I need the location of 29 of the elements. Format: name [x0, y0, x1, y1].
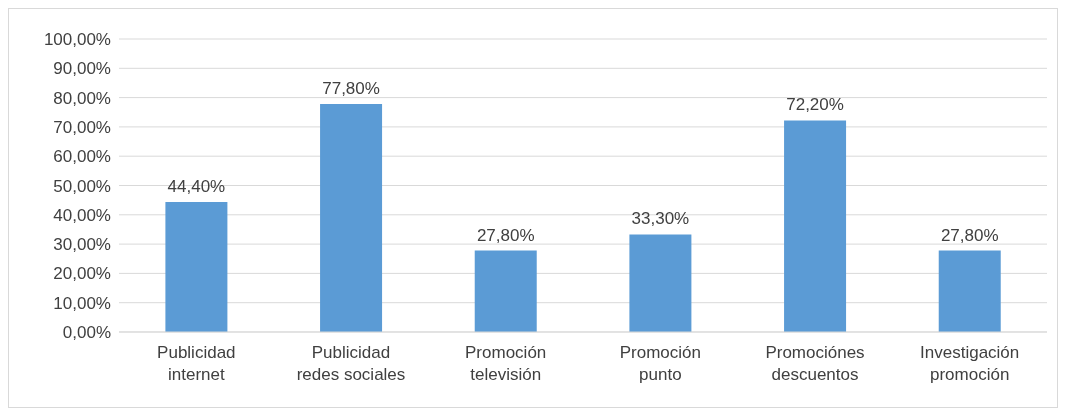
x-tick-label: Promoción punto: [619, 343, 701, 384]
data-label: 72,20%: [786, 95, 844, 115]
y-tick-label: 0,00%: [62, 323, 111, 343]
y-tick-label: 90,00%: [53, 59, 111, 79]
bar: [474, 250, 537, 332]
x-tick-label: Promociónes descuentos: [765, 343, 865, 384]
x-tick-label: Publicidad internet: [157, 343, 236, 384]
data-label: 27,80%: [476, 225, 535, 245]
bar: [629, 234, 692, 332]
data-label: 44,40%: [167, 176, 226, 196]
data-label: 77,80%: [322, 79, 380, 99]
x-tick-label: Investigación promoción: [920, 343, 1020, 384]
y-tick-label: 20,00%: [53, 264, 111, 284]
y-tick-label: 80,00%: [53, 88, 111, 108]
y-tick-label: 100,00%: [43, 30, 111, 50]
y-tick-label: 50,00%: [53, 176, 111, 196]
x-tick-label: Publicidad redes sociales: [296, 343, 406, 384]
y-tick-label: 70,00%: [53, 117, 111, 137]
data-label: 33,30%: [631, 209, 690, 229]
data-label: 27,80%: [940, 225, 999, 245]
y-tick-label: 60,00%: [53, 147, 111, 167]
bar: [320, 104, 383, 332]
bar: [165, 201, 228, 332]
x-tick-label: Promoción televisión: [465, 343, 547, 384]
bar: [938, 250, 1001, 332]
y-tick-label: 30,00%: [53, 235, 111, 255]
y-tick-label: 40,00%: [53, 205, 111, 225]
bar: [784, 120, 847, 332]
y-tick-label: 10,00%: [53, 293, 111, 313]
